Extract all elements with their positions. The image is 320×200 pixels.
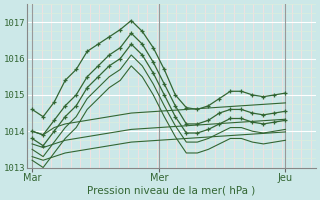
X-axis label: Pression niveau de la mer( hPa ): Pression niveau de la mer( hPa ) — [87, 186, 256, 196]
